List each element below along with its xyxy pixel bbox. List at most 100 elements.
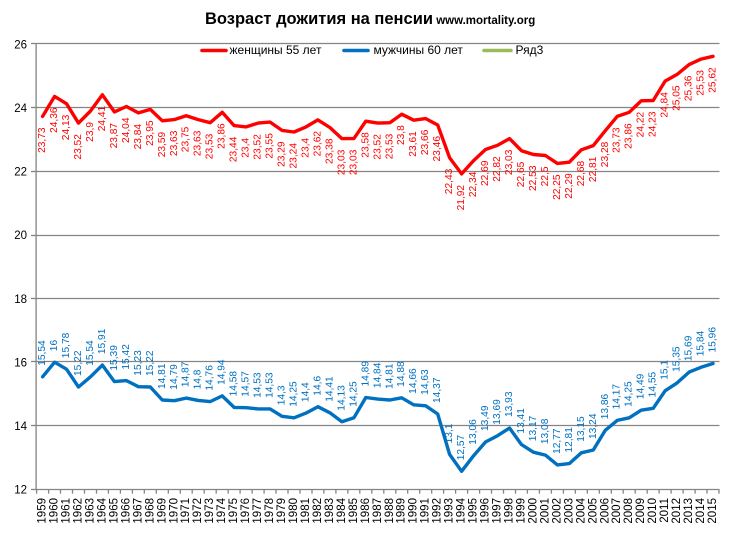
svg-text:14,53: 14,53: [253, 372, 264, 398]
svg-text:мужчины 60 лет: мужчины 60 лет: [374, 43, 464, 57]
svg-text:24,13: 24,13: [61, 114, 72, 140]
svg-text:23,53: 23,53: [384, 133, 395, 159]
svg-text:15,1: 15,1: [660, 360, 671, 380]
svg-text:25,36: 25,36: [684, 75, 695, 101]
svg-text:25,05: 25,05: [672, 85, 683, 111]
svg-text:14,6: 14,6: [312, 376, 323, 396]
svg-text:2002: 2002: [551, 498, 563, 524]
svg-text:13,15: 13,15: [576, 416, 587, 442]
svg-text:18: 18: [14, 294, 27, 306]
svg-text:23,46: 23,46: [432, 136, 443, 162]
svg-text:22,65: 22,65: [516, 161, 527, 187]
svg-text:14,17: 14,17: [612, 384, 623, 410]
svg-text:2006: 2006: [599, 498, 611, 524]
svg-text:2005: 2005: [587, 498, 599, 524]
svg-text:20: 20: [14, 230, 27, 242]
svg-text:1965: 1965: [108, 498, 120, 524]
svg-text:13,93: 13,93: [504, 391, 515, 417]
svg-text:22,68: 22,68: [576, 160, 587, 186]
svg-text:1972: 1972: [192, 498, 204, 524]
svg-text:23,86: 23,86: [217, 123, 228, 149]
svg-text:2007: 2007: [611, 498, 623, 524]
svg-text:22: 22: [14, 167, 27, 179]
svg-text:23,58: 23,58: [360, 132, 371, 158]
svg-text:24,41: 24,41: [97, 105, 108, 131]
svg-text:14,79: 14,79: [169, 364, 180, 390]
svg-text:23,28: 23,28: [600, 141, 611, 167]
svg-text:15,23: 15,23: [133, 350, 144, 376]
svg-text:22,34: 22,34: [468, 171, 479, 197]
svg-text:23,4: 23,4: [241, 138, 252, 158]
svg-text:2015: 2015: [707, 498, 719, 524]
svg-text:1987: 1987: [372, 498, 384, 524]
svg-text:15,91: 15,91: [97, 328, 108, 354]
svg-text:14,4: 14,4: [301, 382, 312, 402]
svg-text:1976: 1976: [240, 498, 252, 524]
svg-text:15,35: 15,35: [672, 346, 683, 372]
svg-text:1981: 1981: [300, 498, 312, 524]
svg-text:13,86: 13,86: [600, 393, 611, 419]
svg-text:14,84: 14,84: [372, 362, 383, 388]
svg-text:1962: 1962: [73, 498, 85, 524]
svg-text:23,84: 23,84: [133, 124, 144, 150]
svg-text:22,25: 22,25: [552, 174, 563, 200]
svg-text:2000: 2000: [527, 498, 539, 524]
svg-text:13,69: 13,69: [492, 399, 503, 425]
svg-text:14,76: 14,76: [205, 365, 216, 391]
svg-text:15,42: 15,42: [121, 344, 132, 370]
svg-text:1968: 1968: [144, 498, 156, 524]
svg-text:23,44: 23,44: [229, 136, 240, 162]
svg-text:23,9: 23,9: [85, 122, 96, 142]
svg-text:15,54: 15,54: [85, 340, 96, 366]
svg-text:24,22: 24,22: [636, 111, 647, 137]
svg-text:23,73: 23,73: [612, 127, 623, 153]
svg-text:23,24: 23,24: [289, 143, 300, 169]
svg-text:23,59: 23,59: [157, 131, 168, 157]
svg-text:16: 16: [14, 357, 27, 369]
svg-text:2010: 2010: [647, 498, 659, 524]
svg-text:23,75: 23,75: [181, 126, 192, 152]
svg-text:1970: 1970: [168, 498, 180, 524]
svg-text:22,69: 22,69: [480, 160, 491, 186]
svg-text:2009: 2009: [635, 498, 647, 524]
svg-text:23,8: 23,8: [396, 125, 407, 145]
svg-text:1974: 1974: [216, 497, 228, 523]
svg-text:1963: 1963: [85, 498, 97, 524]
svg-text:Ряд3: Ряд3: [516, 43, 544, 57]
svg-text:23,87: 23,87: [109, 123, 120, 149]
svg-text:1986: 1986: [360, 498, 372, 524]
svg-text:22,81: 22,81: [588, 156, 599, 182]
svg-text:15,78: 15,78: [61, 332, 72, 358]
svg-text:14,25: 14,25: [348, 381, 359, 407]
svg-text:23,03: 23,03: [348, 149, 359, 175]
svg-text:23,55: 23,55: [265, 133, 276, 159]
svg-text:2001: 2001: [539, 498, 551, 524]
svg-text:1992: 1992: [432, 498, 444, 524]
svg-text:14,25: 14,25: [289, 381, 300, 407]
svg-text:14,13: 14,13: [336, 385, 347, 411]
svg-text:1967: 1967: [132, 498, 144, 524]
svg-text:1982: 1982: [312, 498, 324, 524]
svg-text:15,22: 15,22: [73, 350, 84, 376]
svg-text:14,3: 14,3: [277, 385, 288, 405]
svg-text:15,22: 15,22: [145, 350, 156, 376]
svg-text:14,53: 14,53: [265, 372, 276, 398]
svg-text:1995: 1995: [468, 498, 480, 524]
svg-text:1979: 1979: [276, 498, 288, 524]
svg-text:23,38: 23,38: [324, 138, 335, 164]
svg-text:14,88: 14,88: [396, 361, 407, 387]
svg-text:16: 16: [49, 340, 60, 352]
svg-text:14,25: 14,25: [624, 381, 635, 407]
svg-text:26: 26: [14, 39, 27, 51]
svg-text:женщины 55 лет: женщины 55 лет: [230, 43, 322, 57]
svg-text:22,29: 22,29: [564, 173, 575, 199]
svg-text:14,37: 14,37: [432, 377, 443, 403]
svg-text:23,95: 23,95: [145, 120, 156, 146]
svg-text:13,41: 13,41: [516, 408, 527, 434]
svg-text:15,54: 15,54: [37, 340, 48, 366]
svg-text:13,24: 13,24: [588, 413, 599, 439]
svg-text:22,82: 22,82: [492, 156, 503, 182]
svg-text:2014: 2014: [695, 497, 707, 523]
svg-text:1969: 1969: [156, 498, 168, 524]
svg-text:1960: 1960: [49, 498, 61, 524]
